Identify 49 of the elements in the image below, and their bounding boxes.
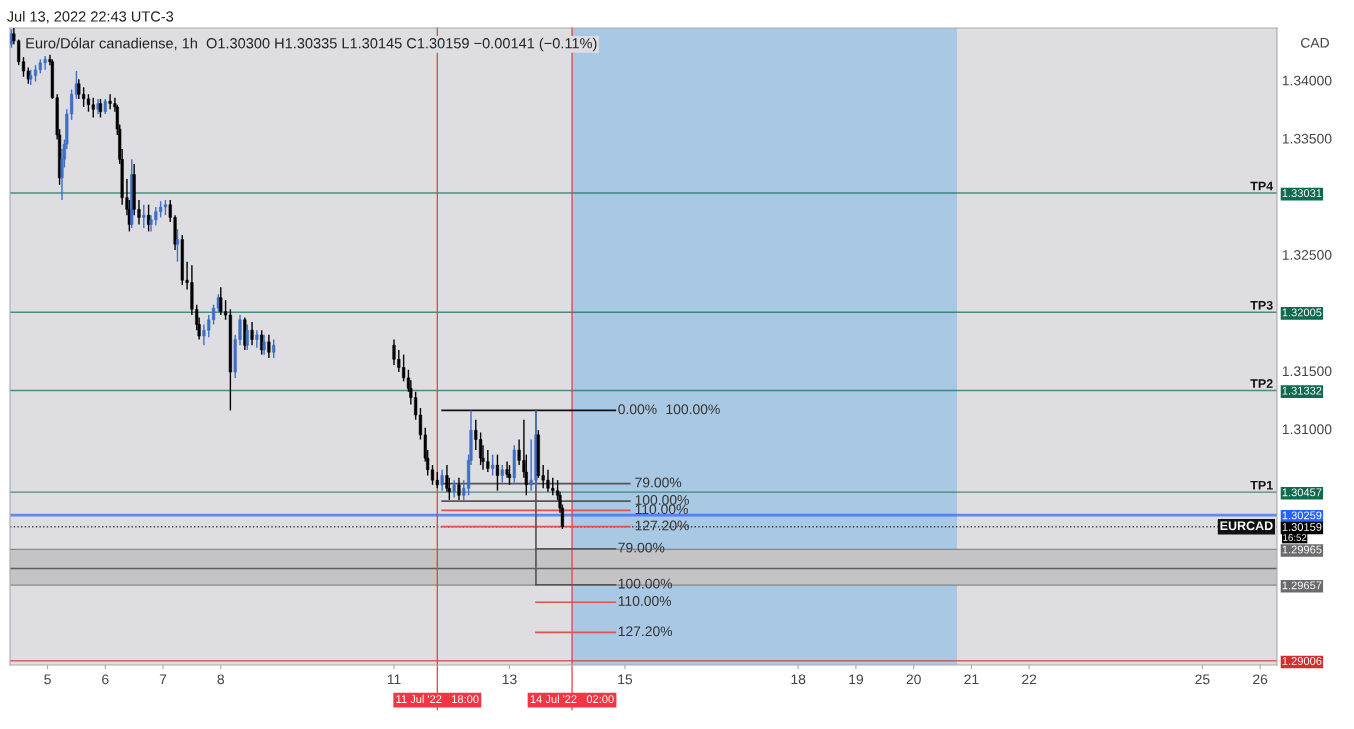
y-tick-label: 1.32005 [1282,308,1322,317]
y-tick-label: 1.30457 [1282,488,1322,497]
annotation: 100.00% [618,578,673,589]
y-tick-label: 1.29965 [1282,545,1322,554]
x-tick-label: 22 [1022,674,1037,685]
annotation: 100.00% [635,494,689,505]
annotation: 100.00% [666,404,720,415]
ref-line-label: EURCAD [1220,521,1273,531]
annotation: 110.00% [618,596,672,606]
ref-line-label: TP1 [1250,480,1273,490]
x-tick-label: 15 [618,674,633,685]
text: 16:52 [1283,534,1307,541]
ref-line-label: TP3 [1250,300,1273,310]
y-tick-label: 1.30159 [1282,523,1322,531]
y-tick-label: 1.32500 [1282,250,1332,260]
x-tick-label: 5 [44,674,51,685]
y-tick-label: 1.34000 [1282,75,1332,86]
ref-line-label: 14 Jul '22 02:00 [530,694,614,704]
x-tick-label: 21 [964,674,979,685]
x-tick-label: 6 [102,674,109,685]
annotation: 127.20% [635,520,689,531]
ref-line-label: 11 Jul '22 18:00 [396,694,479,704]
annotation: 79.00% [618,542,665,553]
chart-title: Euro/Dólar canadiense, 1h O1.30300 H1.30335 L1.30145 C1.30159 −0.00141 (−0.11%) [26,37,597,52]
text: Jul 13, 2022 22:43 UTC-3 [7,10,174,24]
annotation: 79.00% [635,477,682,488]
x-tick-label: 8 [217,674,225,685]
y-axis-title: CAD [1301,37,1329,48]
y-tick-label: 1.31000 [1282,424,1332,435]
x-tick-label: 20 [906,674,921,685]
y-tick-label: 1.33500 [1282,133,1332,144]
annotation: 110.00% [635,504,688,515]
annotation: 127.20% [618,626,673,637]
y-tick-label: 1.33031 [1282,189,1322,198]
x-tick-label: 11 [387,674,401,685]
x-tick-label: 26 [1253,674,1268,685]
y-tick-label: 1.30259 [1282,511,1322,520]
y-tick-label: 1.31500 [1282,366,1332,377]
annotation: 0.00% [618,404,657,415]
x-tick-label: 19 [849,674,863,685]
x-tick-label: 25 [1195,674,1210,685]
x-tick-label: 18 [791,674,806,685]
x-tick-label: 13 [502,674,517,685]
y-tick-label: 1.29657 [1282,581,1322,590]
ref-line-label: TP4 [1250,181,1274,191]
y-tick-label: 1.29006 [1282,657,1322,665]
ref-line-label: TP2 [1250,379,1273,388]
x-tick-label: 7 [159,674,167,685]
y-tick-label: 1.31332 [1282,386,1322,395]
